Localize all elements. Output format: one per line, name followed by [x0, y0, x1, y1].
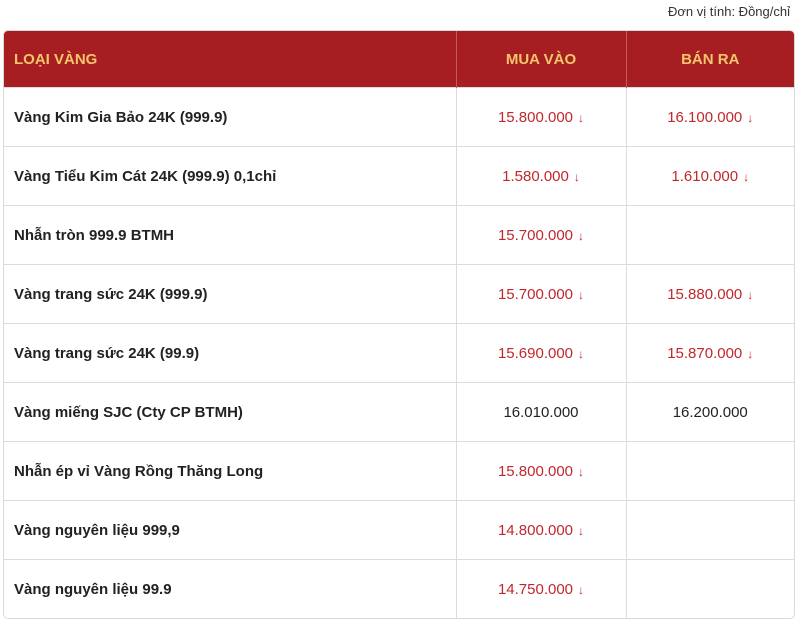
buy-price-cell: 15.700.000 ↓ — [455, 205, 626, 265]
sell-price-cell: 15.870.000 ↓ — [625, 323, 794, 383]
table-row: Nhẫn tròn 999.9 BTMH 15.700.000 ↓ — [4, 205, 794, 265]
table-row: Vàng nguyên liệu 99.9 14.750.000 ↓ — [4, 559, 794, 618]
buy-price-cell: 16.010.000 — [455, 382, 626, 442]
buy-price-cell: 15.700.000 ↓ — [455, 264, 626, 324]
trend-arrow: ↓ — [578, 523, 585, 538]
buy-price-cell: 15.690.000 ↓ — [455, 323, 626, 383]
buy-price-cell: 15.800.000 ↓ — [455, 441, 626, 501]
sell-price-cell — [625, 500, 794, 560]
trend-arrow: ↓ — [578, 582, 585, 597]
trend-arrow: ↓ — [743, 169, 750, 184]
table-row: Vàng Kim Gia Bảo 24K (999.9) 15.800.000 ↓ 1… — [4, 87, 794, 147]
gold-name: Vàng nguyên liệu 999,9 — [4, 500, 456, 560]
buy-price: 14.750.000 — [497, 580, 574, 598]
buy-price-cell: 14.800.000 ↓ — [455, 500, 626, 560]
table-row: Vàng trang sức 24K (99.9) 15.690.000 ↓ 15.8… — [4, 323, 794, 383]
gold-name: Vàng miếng SJC (Cty CP BTMH) — [4, 382, 456, 442]
buy-price: 15.800.000 — [497, 108, 574, 126]
sell-price: 1.610.000 — [671, 167, 739, 185]
buy-price-cell: 15.800.000 ↓ — [455, 87, 626, 147]
sell-price-cell: 16.200.000 — [625, 382, 794, 442]
sell-price: 16.100.000 — [667, 108, 743, 126]
header-cell: BÁN RA — [625, 31, 794, 88]
buy-price-cell: 1.580.000 ↓ — [455, 146, 626, 206]
gold-name: Nhẫn ép vỉ Vàng Rồng Thăng Long — [4, 441, 456, 501]
buy-price: 15.800.000 — [497, 462, 574, 480]
sell-price-cell — [625, 559, 794, 618]
gold-name: Vàng trang sức 24K (999.9) — [4, 264, 456, 324]
sell-price-cell — [625, 441, 794, 501]
trend-arrow: ↓ — [578, 110, 585, 125]
table-row: Vàng trang sức 24K (999.9) 15.700.000 ↓ 15.… — [4, 264, 794, 324]
price-table-container: LOẠI VÀNG MUA VÀO BÁN RA Vàng Kim Gia Bảo … — [3, 30, 795, 619]
header-cell: LOẠI VÀNG — [4, 31, 456, 88]
trend-arrow: ↓ — [578, 228, 585, 243]
buy-price: 14.800.000 — [497, 521, 574, 539]
trend-arrow: ↓ — [573, 169, 580, 184]
trend-arrow: ↓ — [578, 346, 585, 361]
table-body: Vàng Kim Gia Bảo 24K (999.9) 15.800.000 ↓ 1… — [4, 87, 794, 618]
trend-arrow: ↓ — [747, 346, 754, 361]
gold-name: Vàng nguyên liệu 99.9 — [4, 559, 456, 618]
sell-price: 15.870.000 — [667, 344, 743, 362]
buy-price-cell: 14.750.000 ↓ — [455, 559, 626, 618]
trend-arrow: ↓ — [747, 110, 754, 125]
buy-price: 15.700.000 — [497, 285, 574, 303]
table-row: Vàng Tiểu Kim Cát 24K (999.9) 0,1chỉ 1.58… — [4, 146, 794, 206]
sell-price: 16.200.000 — [672, 403, 748, 421]
sell-price-cell: 16.100.000 ↓ — [625, 87, 794, 147]
table-row: Vàng miếng SJC (Cty CP BTMH) 16.010.000 16… — [4, 382, 794, 442]
gold-name: Vàng Kim Gia Bảo 24K (999.9) — [4, 87, 456, 147]
sell-price-cell — [625, 205, 794, 265]
sell-price: 15.880.000 — [667, 285, 743, 303]
gold-name: Vàng Tiểu Kim Cát 24K (999.9) 0,1chỉ — [4, 146, 456, 206]
header-cell: MUA VÀO — [455, 31, 626, 88]
table-row: Vàng nguyên liệu 999,9 14.800.000 ↓ — [4, 500, 794, 560]
trend-arrow: ↓ — [747, 287, 754, 302]
gold-name: Vàng trang sức 24K (99.9) — [4, 323, 456, 383]
sell-price-cell: 15.880.000 ↓ — [625, 264, 794, 324]
buy-price: 1.580.000 — [502, 167, 569, 185]
sell-price-cell: 1.610.000 ↓ — [625, 146, 794, 206]
table-row: Nhẫn ép vỉ Vàng Rồng Thăng Long 15.800.00… — [4, 441, 794, 501]
trend-arrow: ↓ — [578, 287, 585, 302]
unit-note: Đơn vị tính: Đồng/chỉ — [668, 4, 790, 19]
header-row: LOẠI VÀNG MUA VÀO BÁN RA — [4, 31, 794, 88]
gold-name: Nhẫn tròn 999.9 BTMH — [4, 205, 456, 265]
trend-arrow: ↓ — [578, 464, 585, 479]
price-table: LOẠI VÀNG MUA VÀO BÁN RA Vàng Kim Gia Bảo … — [4, 31, 794, 618]
buy-price: 15.690.000 — [497, 344, 574, 362]
buy-price: 16.010.000 — [503, 403, 579, 421]
buy-price: 15.700.000 — [497, 226, 574, 244]
